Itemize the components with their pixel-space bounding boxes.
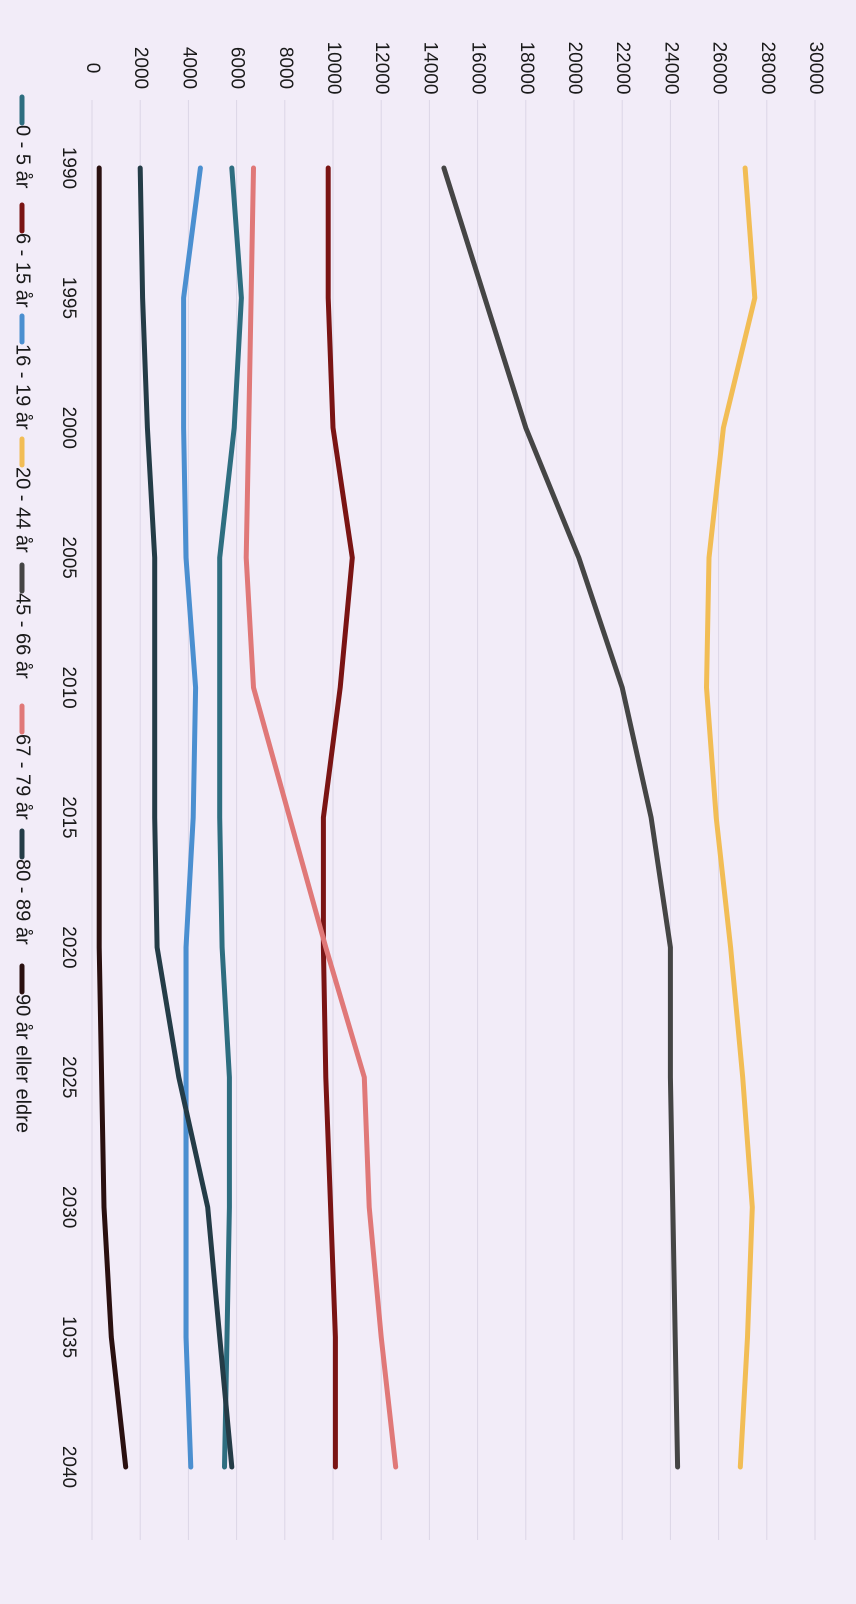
x-tick-label: 1990: [58, 147, 79, 189]
y-tick-label: 24000: [660, 42, 681, 95]
series-line-4: [441, 165, 681, 1470]
x-tick-label: 2040: [58, 1446, 79, 1488]
x-tick-label: 2020: [58, 926, 79, 968]
x-tick-label: 2010: [58, 666, 79, 708]
y-tick-label: 12000: [371, 42, 392, 95]
y-tick-label: 28000: [757, 42, 778, 95]
series-line-6: [137, 165, 235, 1470]
x-tick-label: 2015: [58, 796, 79, 838]
y-tick-label: 14000: [419, 42, 440, 95]
series-lines: [96, 165, 758, 1470]
y-tick-label: 4000: [178, 47, 199, 89]
legend-label: 16 - 19 år: [12, 344, 34, 430]
series-line-7: [96, 165, 129, 1470]
x-tick-label: 2025: [58, 1056, 79, 1098]
x-tick-label: 2030: [58, 1186, 79, 1228]
legend: 0 - 5 år 6 - 15 år 16 - 19 år 20 - 44 år 45 …: [12, 94, 34, 1133]
x-tick-label: 2000: [58, 407, 79, 449]
legend-label: 45 - 66 år: [12, 593, 34, 679]
legend-label: 6 - 15 år: [12, 233, 34, 308]
y-axis-ticks: 0 2000 4000 6000 8000 10000 12000 14000 16000 180…: [82, 42, 826, 95]
y-tick-label: 22000: [612, 42, 633, 95]
y-tick-label: 6000: [227, 47, 248, 89]
x-tick-label: 1995: [58, 277, 79, 319]
grid-lines: [91, 100, 816, 1540]
series-line-3: [704, 165, 758, 1470]
y-tick-label: 18000: [516, 42, 537, 95]
legend-label: 20 - 44 år: [12, 467, 34, 553]
y-tick-label: 16000: [468, 42, 489, 95]
series-line-0: [217, 165, 244, 1470]
legend-label: 67 - 79 år: [12, 734, 34, 820]
y-tick-label: 20000: [564, 42, 585, 95]
x-tick-label: 2005: [58, 537, 79, 579]
series-line-1: [320, 165, 355, 1470]
series-line-2: [181, 165, 203, 1470]
y-tick-label: 30000: [805, 42, 826, 95]
x-axis-ticks: 1990 1995 2000 2005 2010 2015 2020 2025 2030 1035…: [58, 147, 79, 1488]
x-tick-label: 1035: [58, 1316, 79, 1358]
legend-label: 0 - 5 år: [12, 125, 34, 189]
y-tick-label: 10000: [323, 42, 344, 95]
y-tick-label: 0: [82, 63, 103, 74]
y-tick-label: 2000: [130, 47, 151, 89]
y-tick-label: 8000: [275, 47, 296, 89]
legend-label: 90 år eller eldre: [12, 994, 34, 1133]
series-line-5: [243, 165, 399, 1470]
legend-label: 80 - 89 år: [12, 859, 34, 945]
y-tick-label: 26000: [709, 42, 730, 95]
